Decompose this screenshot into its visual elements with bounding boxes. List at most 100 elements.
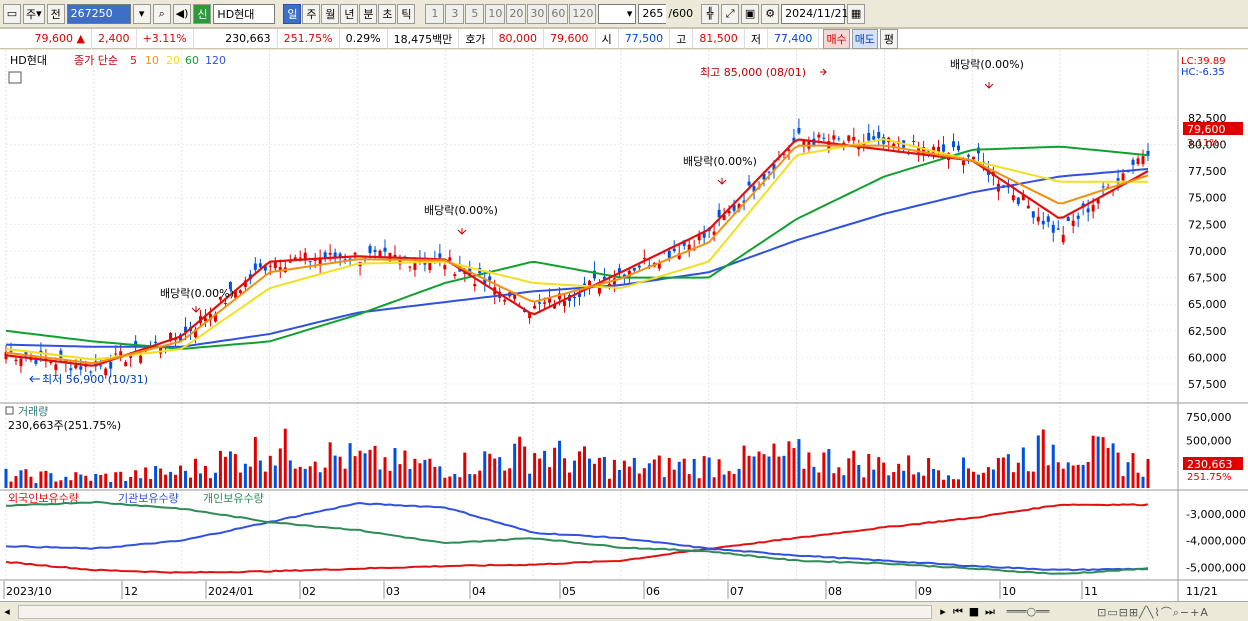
gear-icon[interactable]: ⚙ [761,3,780,24]
scroll-track[interactable] [18,604,932,619]
legend-stock-name: HD현대 [10,54,47,67]
interval-button-3[interactable]: 10 [485,3,506,24]
calendar-icon[interactable]: ▦ [847,3,866,24]
window-icon[interactable]: ▭ [3,3,21,24]
volume-bar [887,475,891,488]
period-button-4[interactable]: 분 [359,3,378,24]
period-button-5[interactable]: 초 [378,3,397,24]
volume-bar [637,473,641,488]
holding-line-0 [5,503,1149,574]
count-total: /600 [668,7,694,20]
volume-bar [174,474,178,488]
period-button-1[interactable]: 주 [302,3,321,24]
candle-body [1061,234,1065,243]
interval-dropdown[interactable]: ▾ [598,3,637,24]
volume-bar [213,472,217,488]
save-icon[interactable]: ▣ [741,3,760,24]
chart-type-icon[interactable]: ╬ [701,3,720,24]
buy-button[interactable]: 매수 [823,28,850,49]
volume-bar [937,470,941,488]
candle-body [637,265,641,268]
candle-body [533,305,537,309]
dividend-arrow-icon [984,82,994,89]
volume-bar [817,472,821,488]
speaker-icon[interactable]: ◀) [172,3,192,24]
interval-button-2[interactable]: 5 [465,3,485,24]
scroll-left-icon[interactable]: ◂ [4,605,10,618]
high-value: 81,500 [693,28,745,49]
volume-panel-icon[interactable] [5,406,14,415]
volume-bar [737,468,741,488]
candle-body [587,280,591,289]
candle-body [318,258,322,266]
date-input[interactable]: 2024/11/21 [781,3,849,24]
rewind-icon[interactable]: ⏮ [953,604,963,618]
volume-bar [179,465,183,488]
calculator-icon[interactable] [8,71,22,84]
volume-bar [383,457,387,488]
price-tick-label: 70,000 [1188,245,1227,258]
volume-bar [697,478,701,488]
candle-body [453,274,457,276]
price-axis: 82,500 80,000 77,500 75,000 72,500 70,000 67,5… [1188,112,1227,391]
stock-name-field[interactable]: HD현대 [213,3,276,24]
drawing-tools[interactable]: ⊡▭⊟⊞╱╲⌇⌒⌕−+A [1097,605,1209,619]
interval-button-4[interactable]: 20 [506,3,527,24]
volume-bar [1106,447,1110,488]
interval-button-7[interactable]: 120 [569,3,597,24]
candle-body [1056,228,1060,230]
eval-button[interactable]: 평 [879,28,898,49]
period-button-6[interactable]: 틱 [397,3,416,24]
code-input[interactable]: 267250 [66,3,131,24]
candle-body [159,347,163,354]
sell-button[interactable]: 매도 [851,28,878,49]
zoom-slider[interactable]: ═══○══ [1006,605,1050,618]
interval-button-1[interactable]: 3 [445,3,465,24]
current-price-tag [1183,122,1243,135]
candle-body [104,368,108,376]
scroll-right-icon[interactable]: ▸ [940,605,946,618]
candle-body [538,302,542,304]
annotation-div: 배당락(0.00%) [950,58,1024,71]
candle-body [184,326,188,333]
interval-button-0[interactable]: 1 [425,3,445,24]
dividend-arrow-icon [457,228,467,235]
interval-button-6[interactable]: 60 [548,3,569,24]
volume-bar [652,459,656,488]
volume-bar [293,468,297,488]
volume-bar [981,472,985,488]
candle-body [952,141,956,148]
volume-bar [662,477,666,488]
period-button-0[interactable]: 일 [283,3,302,24]
open-label: 시 [596,28,619,49]
candle-body [842,142,846,145]
draw-tool-icon[interactable]: ⤢ [721,3,740,24]
count-input[interactable]: 265 [638,3,667,24]
volume-bar [353,456,357,488]
stop-icon[interactable]: ■ [968,605,980,618]
code-dropdown-icon[interactable]: ▾ [132,3,151,24]
interval-button-5[interactable]: 30 [527,3,548,24]
period-button-3[interactable]: 년 [340,3,359,24]
stock-badge: 신 [193,3,212,24]
scrollbar[interactable]: ◂ ▸ ⏮ ■ ⏭ ═══○══ ⊡▭⊟⊞╱╲⌇⌒⌕−+A [0,601,1248,621]
volume-bar [164,474,168,488]
volume-bar [343,468,347,488]
volume-bar [84,475,88,488]
forward-icon[interactable]: ⏭ [985,604,995,618]
volume-bar [1056,462,1060,488]
candles [4,118,1150,379]
period-button-2[interactable]: 월 [321,3,340,24]
volume-bar [577,451,581,488]
market-select[interactable]: 주 ▾ [23,3,45,24]
volume-bar [897,463,901,488]
high-label: 고 [670,28,694,49]
legend-ma-60: 60 [185,54,199,67]
volume-bar [1011,472,1015,488]
search-icon[interactable]: ⌕ [152,3,171,24]
volume-bar [872,469,876,488]
volume-tick-label: 750,000 [1186,411,1232,424]
volume-bar [488,453,492,488]
prev-button[interactable]: 전 [46,3,65,24]
volume-title: 거래량 [18,405,48,418]
